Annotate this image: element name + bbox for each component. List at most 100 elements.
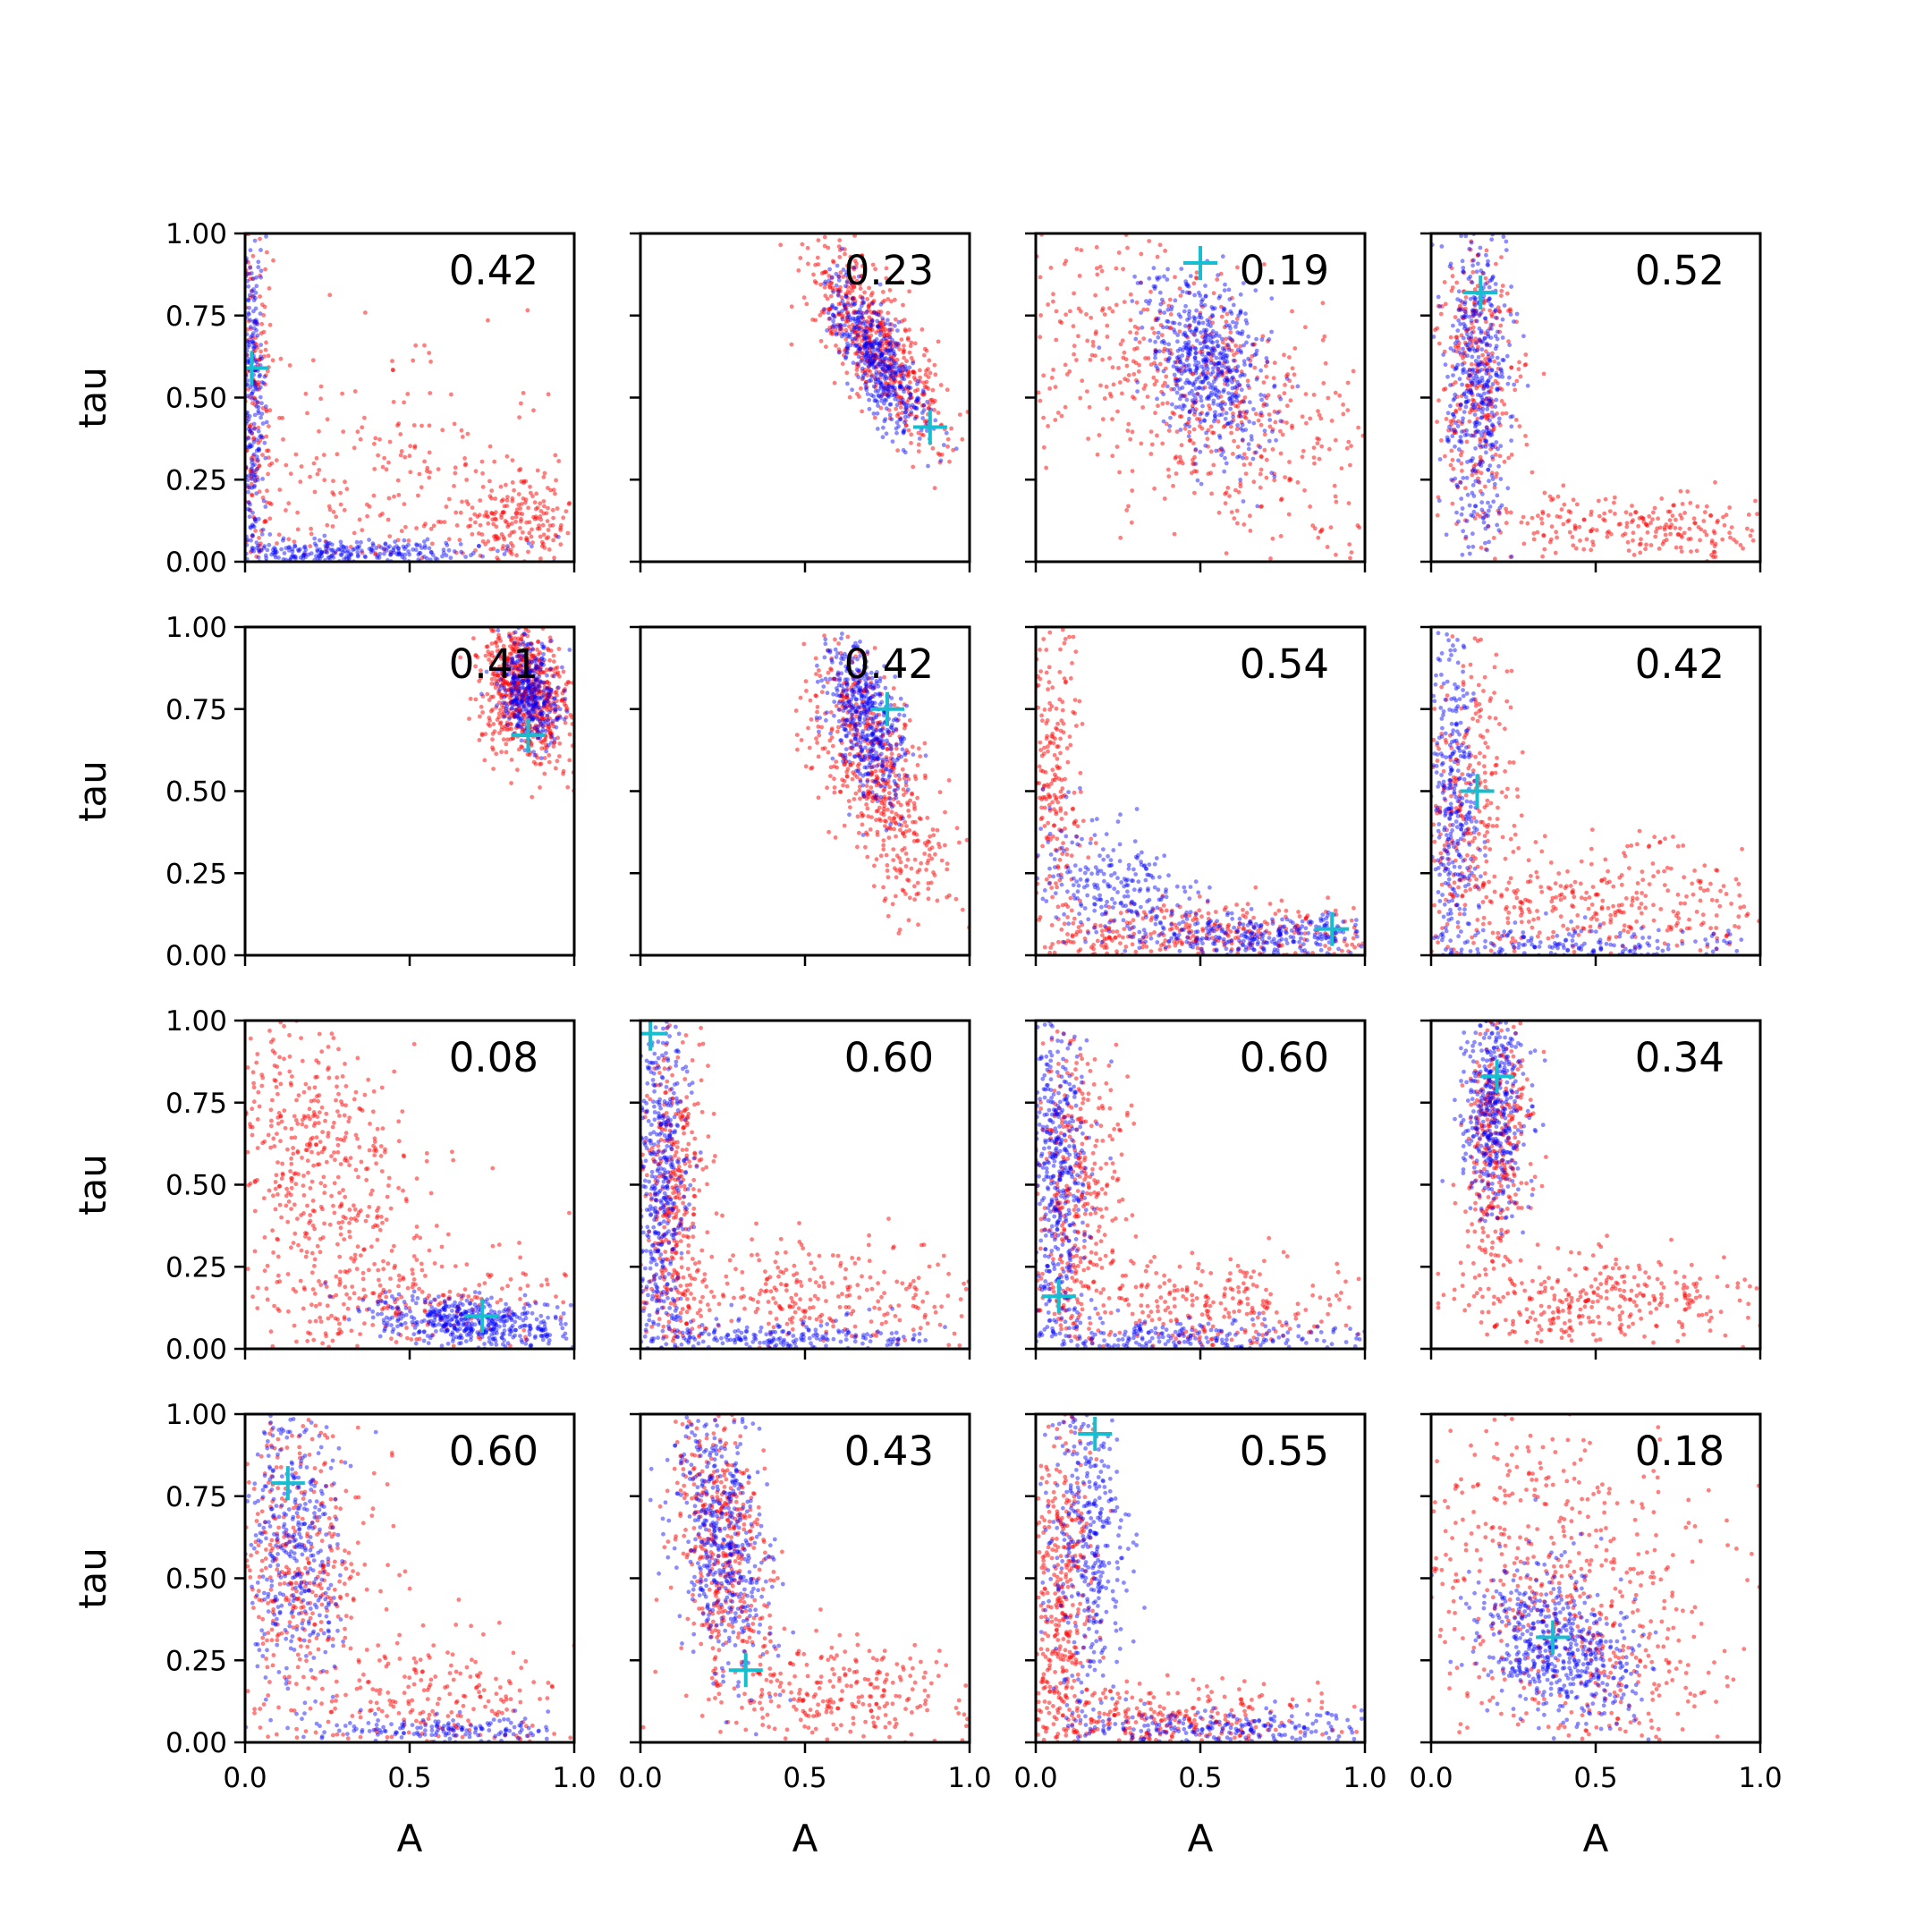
blue-sample-point [1485,384,1490,388]
blue-sample-point [1154,349,1159,354]
red-sample-point [256,425,261,430]
panel-annotation: 0.23 [844,247,934,294]
red-sample-point [1211,430,1216,436]
blue-sample-point [248,429,252,434]
blue-sample-point [290,547,295,552]
blue-sample-point [394,544,399,548]
red-sample-point [1278,534,1284,538]
blue-sample-point [522,631,528,637]
blue-sample-point [1238,309,1243,313]
red-sample-point [542,470,547,476]
red-sample-point [259,302,265,307]
blue-sample-point [1165,318,1170,324]
blue-sample-point [1198,386,1202,390]
red-sample-point [1500,284,1505,288]
blue-sample-point [1222,307,1227,312]
blue-sample-point [563,696,568,701]
red-sample-point [261,329,267,335]
red-sample-point [1701,519,1707,523]
red-sample-point [543,742,548,747]
blue-sample-point [337,547,342,552]
red-sample-point [542,546,547,550]
blue-sample-point [1211,352,1216,358]
red-sample-point [492,729,497,734]
blue-sample-point [248,524,253,530]
red-sample-point [1185,335,1191,340]
red-sample-point [1163,249,1167,253]
blue-sample-point [317,538,322,543]
red-sample-point [1286,512,1292,517]
blue-sample-point [870,345,876,350]
blue-sample-point [865,340,870,345]
red-sample-point [1085,338,1090,343]
red-sample-point [899,337,904,342]
blue-sample-point [1193,447,1199,452]
red-sample-point [1095,266,1099,271]
blue-sample-point [1469,240,1474,245]
blue-sample-point [259,547,264,553]
truth-marker [245,351,269,386]
red-sample-point [1572,523,1578,529]
blue-sample-point [916,378,920,384]
blue-sample-point [1161,325,1165,330]
red-sample-point [1566,509,1572,513]
red-sample-point [516,666,521,672]
red-sample-point [866,335,871,340]
blue-sample-point [1470,369,1475,373]
red-sample-point [1173,275,1177,280]
blue-sample-point [1446,439,1451,445]
blue-sample-point [1474,373,1479,378]
blue-sample-point [1184,343,1189,348]
blue-sample-point [906,385,911,390]
blue-sample-point [1226,391,1231,395]
red-sample-point [1460,449,1464,454]
blue-sample-point [1483,512,1488,516]
blue-sample-point [1238,349,1243,353]
blue-sample-point [1451,397,1456,402]
blue-sample-point [1227,420,1232,426]
blue-sample-point [292,543,297,548]
red-sample-point [878,324,884,329]
blue-sample-point [1234,394,1239,400]
red-sample-point [1063,362,1068,368]
blue-sample-point [529,715,534,719]
red-sample-point [1494,474,1498,479]
red-sample-point [876,309,881,314]
red-sample-point [930,387,936,393]
red-sample-point [1223,423,1227,428]
blue-sample-point [246,436,251,441]
blue-sample-point [1186,347,1191,352]
red-sample-point [884,275,889,281]
red-sample-point [1472,287,1478,292]
red-sample-point [1308,416,1313,421]
red-sample-point [1486,354,1491,360]
blue-sample-point [342,548,347,554]
red-sample-point [1178,293,1183,298]
red-sample-point [1224,311,1230,317]
red-sample-point [1470,339,1475,344]
blue-sample-point [509,688,513,693]
blue-sample-point [257,448,262,453]
red-sample-point [338,502,343,507]
red-sample-point [1538,516,1544,521]
red-sample-point [528,484,532,489]
red-sample-point [1227,494,1232,498]
blue-sample-point [1467,551,1472,556]
red-sample-point [1190,403,1195,409]
red-sample-point [547,703,553,708]
red-sample-point [519,655,524,659]
blue-sample-point [865,392,870,396]
blue-sample-point [1204,360,1209,364]
red-sample-point [877,313,882,318]
red-sample-point [525,308,530,313]
blue-sample-point [530,707,536,712]
blue-sample-point [271,547,275,552]
blue-sample-point [1165,277,1170,282]
blue-sample-point [844,270,850,275]
red-sample-point [1088,358,1093,362]
blue-sample-point [362,554,368,559]
blue-sample-point [250,333,255,338]
blue-sample-point [1205,411,1210,416]
red-sample-point [1202,385,1208,390]
red-sample-point [887,416,893,421]
